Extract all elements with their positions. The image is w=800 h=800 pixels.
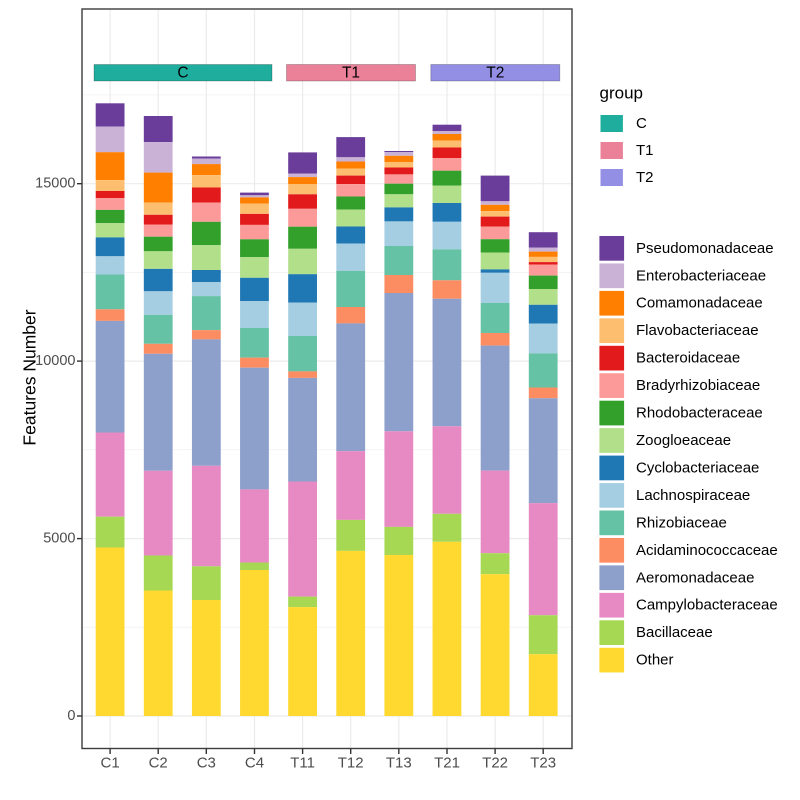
svg-text:Bradyrhizobiaceae: Bradyrhizobiaceae (636, 377, 760, 394)
svg-text:Aeromonadaceae: Aeromonadaceae (636, 569, 754, 586)
svg-text:5000: 5000 (43, 531, 75, 547)
svg-text:Pseudomonadaceae: Pseudomonadaceae (636, 240, 774, 257)
svg-text:Bacteroidaceae: Bacteroidaceae (636, 350, 740, 367)
svg-text:Bacillaceae: Bacillaceae (636, 624, 713, 641)
svg-text:T12: T12 (338, 755, 364, 772)
svg-text:T22: T22 (482, 755, 508, 772)
svg-text:Rhodobacteraceae: Rhodobacteraceae (636, 405, 763, 422)
svg-text:T1: T1 (342, 65, 360, 82)
svg-text:C4: C4 (245, 755, 264, 772)
svg-text:C: C (177, 65, 188, 82)
svg-text:T13: T13 (386, 755, 412, 772)
svg-text:T23: T23 (530, 755, 556, 772)
svg-text:C: C (636, 115, 647, 132)
svg-text:C3: C3 (197, 755, 216, 772)
svg-text:Flavobacteriaceae: Flavobacteriaceae (636, 322, 759, 339)
svg-text:10000: 10000 (35, 353, 75, 369)
svg-text:Comamonadaceae: Comamonadaceae (636, 295, 763, 312)
svg-text:Campylobacteraceae: Campylobacteraceae (636, 597, 778, 614)
svg-text:Enterobacteriaceae: Enterobacteriaceae (636, 267, 766, 284)
svg-text:Features Number: Features Number (20, 309, 40, 445)
svg-text:Cyclobacteriaceae: Cyclobacteriaceae (636, 459, 759, 476)
svg-text:T2: T2 (486, 65, 504, 82)
svg-text:Zoogloeaceae: Zoogloeaceae (636, 432, 731, 449)
svg-text:15000: 15000 (35, 176, 75, 192)
svg-text:Lachnospiraceae: Lachnospiraceae (636, 487, 750, 504)
svg-text:C1: C1 (101, 755, 120, 772)
svg-text:C2: C2 (149, 755, 168, 772)
svg-text:Other: Other (636, 652, 674, 669)
svg-text:Rhizobiaceae: Rhizobiaceae (636, 514, 727, 531)
svg-text:Acidaminococcaceae: Acidaminococcaceae (636, 542, 778, 559)
svg-text:T1: T1 (636, 142, 654, 159)
svg-text:T11: T11 (290, 755, 315, 772)
svg-text:T21: T21 (434, 755, 460, 772)
svg-text:0: 0 (67, 708, 75, 724)
svg-text:group: group (600, 84, 643, 103)
svg-text:T2: T2 (636, 169, 654, 186)
